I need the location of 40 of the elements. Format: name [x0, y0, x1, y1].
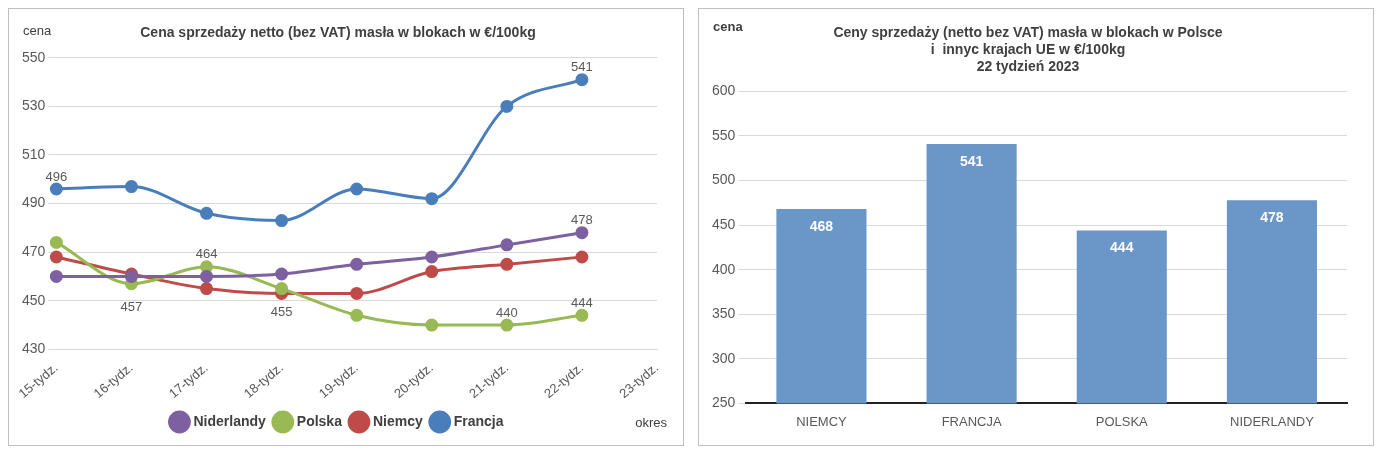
data-label: 496 [45, 168, 68, 184]
data-label: 541 [571, 59, 593, 75]
chart-title: Ceny sprzedaży (netto bez VAT) masła w blokach w Polsce i innyc krajach UE w €/100kg 22 tydzień 2023 [833, 24, 1223, 74]
y-tick-label: 250 [712, 394, 736, 411]
y-tick-label: 490 [22, 194, 46, 211]
y-tick-label: 470 [22, 243, 46, 260]
y-tick-label: 450 [712, 215, 736, 232]
data-label: 455 [270, 304, 293, 320]
y-tick-label: 430 [22, 340, 46, 357]
y-tick-label: 550 [22, 48, 46, 65]
legend-label: Polska [296, 412, 343, 429]
y-tick-label: 300 [712, 349, 736, 366]
y-tick-label: 500 [712, 171, 736, 188]
data-label: 457 [120, 299, 143, 315]
data-label: 478 [1260, 209, 1284, 226]
y-tick-label: 530 [22, 97, 46, 114]
y-tick-label: 600 [712, 82, 736, 99]
data-label: 440 [495, 304, 518, 320]
y-tick-label: 350 [712, 305, 736, 322]
data-label: 444 [571, 294, 593, 310]
y-tick-label: 510 [22, 145, 46, 162]
legend-label: Niemcy [372, 412, 423, 429]
data-label: 444 [1110, 239, 1134, 256]
legend-label: Niderlandy [193, 412, 267, 429]
y-tick-label: 550 [712, 126, 736, 143]
x-tick-label: NIDERLANDY [1230, 413, 1315, 429]
data-label: 541 [959, 152, 984, 169]
data-label: 464 [195, 246, 218, 262]
y-tick-label: 450 [22, 291, 46, 308]
x-tick-label: NIEMCY [796, 413, 848, 429]
y-tick-label: 400 [712, 260, 736, 277]
x-tick-label: POLSKA [1095, 413, 1149, 429]
chart-title: Cena sprzedaży netto (bez VAT) masła w blokach w €/100kg [140, 24, 536, 41]
x-tick-label: FRANCJA [941, 413, 1002, 429]
data-label: 478 [571, 212, 593, 228]
x-axis-title: okres [635, 414, 668, 430]
y-axis-title: cena [23, 22, 52, 38]
data-label: 468 [809, 218, 834, 235]
legend-label: Francja [453, 412, 504, 429]
y-axis-title: cena [713, 19, 744, 34]
